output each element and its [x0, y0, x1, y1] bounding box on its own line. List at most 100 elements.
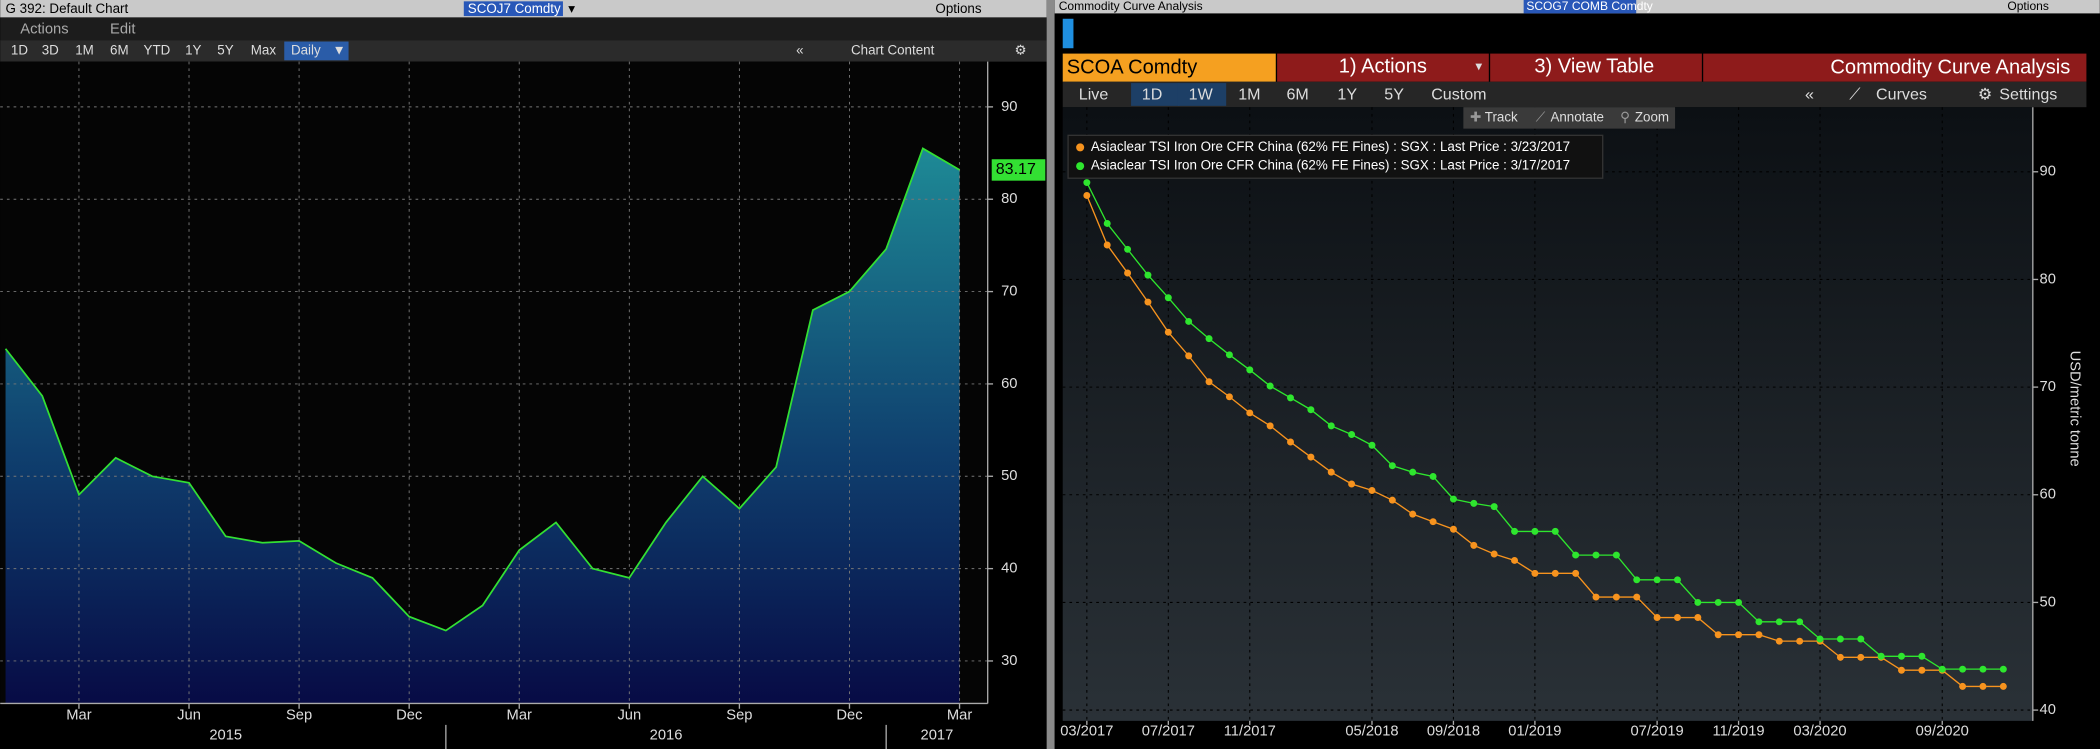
point: [1816, 635, 1824, 643]
view-table-button[interactable]: [1490, 53, 1702, 82]
point: [1307, 453, 1315, 461]
point: [1979, 665, 1987, 673]
menu-item[interactable]: Actions: [20, 21, 68, 37]
tool-icon[interactable]: ✚: [1470, 109, 1481, 124]
actions-button[interactable]: [1277, 53, 1489, 82]
range-button[interactable]: Max: [251, 42, 277, 57]
point: [1673, 614, 1681, 621]
x-tick-label: Mar: [66, 707, 91, 723]
range-button[interactable]: 1D: [11, 42, 28, 57]
range-button[interactable]: 1W: [1189, 85, 1214, 103]
point: [1144, 298, 1152, 306]
range-button[interactable]: 1D: [1142, 85, 1163, 103]
range-button[interactable]: Custom: [1431, 85, 1486, 103]
y-tick-label: 40: [1001, 561, 1017, 577]
point: [1246, 366, 1254, 374]
point: [1633, 576, 1641, 584]
point: [1959, 665, 1967, 673]
chart-content[interactable]: Chart Content: [851, 42, 935, 57]
options[interactable]: Options: [2007, 0, 2049, 13]
point: [1144, 271, 1152, 279]
range-button[interactable]: 1Y: [1337, 85, 1357, 103]
point: [1551, 527, 1559, 535]
tool-icon[interactable]: ⚲: [1620, 109, 1630, 124]
window-title: Commodity Curve Analysis: [1059, 0, 1203, 13]
range-highlight[interactable]: [1131, 83, 1180, 106]
range-button[interactable]: 5Y: [1384, 85, 1404, 103]
tool-button[interactable]: Annotate: [1550, 109, 1604, 124]
view-table[interactable]: 3) View Table: [1534, 55, 1654, 77]
security-box[interactable]: [1062, 53, 1276, 82]
range-button[interactable]: 1M: [75, 42, 94, 57]
range-button[interactable]: 1Y: [185, 42, 201, 57]
point: [1612, 593, 1620, 601]
x-tick-label: 03/2017: [1060, 723, 1113, 739]
point: [1755, 631, 1763, 639]
point: [1796, 618, 1804, 626]
range-button[interactable]: Live: [1079, 85, 1109, 103]
y-tick-label: 50: [1001, 468, 1017, 484]
point: [1490, 503, 1498, 511]
point: [1959, 682, 1967, 690]
point: [1857, 653, 1865, 661]
range-button[interactable]: YTD: [144, 42, 171, 57]
settings-icon[interactable]: ⚙: [1014, 42, 1026, 57]
range-button[interactable]: 5Y: [217, 42, 233, 57]
point: [1388, 496, 1396, 504]
dropdown-icon[interactable]: ▾: [1475, 59, 1482, 74]
settings[interactable]: Settings: [1999, 85, 2057, 103]
x-tick-label: Mar: [947, 707, 972, 723]
range-button[interactable]: 1M: [1238, 85, 1260, 103]
point: [1368, 486, 1376, 494]
range-button[interactable]: 6M: [110, 42, 129, 57]
actions[interactable]: 1) Actions: [1339, 55, 1427, 77]
tool-button[interactable]: Track: [1485, 109, 1518, 124]
line: [1086, 182, 2004, 670]
curves[interactable]: Curves: [1876, 85, 1927, 103]
point: [1470, 541, 1478, 549]
point: [1755, 618, 1763, 626]
ticker[interactable]: SCOJ7 Comdty: [468, 1, 561, 16]
x-tick-label: 09/2018: [1427, 723, 1480, 739]
point: [1470, 499, 1478, 507]
area: [5, 148, 960, 704]
point: [1653, 576, 1661, 584]
point: [1938, 665, 1946, 673]
security[interactable]: SCOA Comdty: [1067, 57, 1198, 79]
point: [1898, 652, 1905, 660]
dropdown-icon[interactable]: ▾: [568, 1, 575, 16]
frequency[interactable]: Daily: [291, 42, 321, 57]
point: [1999, 665, 2007, 673]
tool-button[interactable]: Zoom: [1635, 109, 1669, 124]
collapse-icon[interactable]: «: [1805, 85, 1814, 103]
point: [1205, 335, 1213, 343]
ticker[interactable]: SCOG7 COMB Comdty: [1526, 0, 1653, 13]
curves-icon[interactable]: ⟋: [1849, 85, 1861, 103]
ticker-box[interactable]: [1523, 0, 1637, 14]
point: [1225, 393, 1233, 401]
legend-marker: [1076, 162, 1085, 171]
range-highlight[interactable]: [1177, 83, 1227, 106]
options[interactable]: Options: [935, 1, 981, 16]
point: [1348, 480, 1356, 488]
point: [1918, 666, 1926, 674]
range-button[interactable]: 3D: [42, 42, 59, 57]
plot-area: [1062, 107, 2033, 721]
toolbar: [1062, 81, 2087, 108]
point: [1409, 510, 1417, 518]
ticker-box[interactable]: [463, 1, 563, 17]
x-tick-label: Jun: [177, 707, 201, 723]
range-button[interactable]: 6M: [1286, 85, 1308, 103]
frequency-button[interactable]: [284, 41, 349, 61]
point: [1572, 569, 1580, 577]
collapse-icon[interactable]: «: [796, 42, 803, 57]
settings-icon[interactable]: ⚙: [1978, 85, 1992, 103]
year-label: 2016: [650, 727, 683, 743]
x-tick-label: 09/2020: [1916, 723, 1969, 739]
dropdown-icon[interactable]: ▼: [332, 42, 345, 57]
tool-icon[interactable]: ⟋: [1536, 109, 1546, 124]
point: [1429, 518, 1437, 526]
x-tick-label: 03/2020: [1793, 723, 1846, 739]
menu-item[interactable]: Edit: [110, 21, 135, 37]
input-cursor[interactable]: [1062, 18, 1074, 49]
